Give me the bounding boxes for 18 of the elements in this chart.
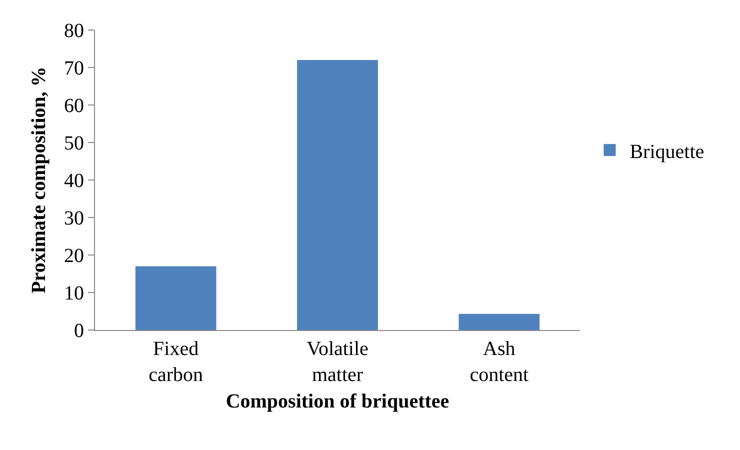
- x-tick-label: Ash content: [470, 338, 530, 386]
- y-tick-label: 70: [64, 58, 84, 80]
- y-tick-label: 0: [74, 320, 84, 342]
- y-tick-label: 30: [64, 208, 84, 230]
- y-tick-label: 80: [64, 20, 84, 42]
- y-tick-label: 60: [64, 95, 84, 117]
- y-tick-label: 50: [64, 132, 84, 154]
- y-tick-label: 20: [64, 245, 84, 267]
- x-tick-label: Fixed carbon: [148, 338, 204, 386]
- x-axis-title: Composition of briquettee: [226, 390, 450, 412]
- bar: [458, 314, 540, 330]
- y-tick-label: 10: [64, 282, 84, 304]
- y-axis-title: Proximate composition, %: [28, 66, 50, 294]
- legend-label: Briquette: [630, 140, 704, 163]
- y-tick-label: 40: [64, 170, 84, 192]
- x-tick-label: Volatile matter: [306, 338, 369, 386]
- bar: [135, 266, 216, 330]
- bar: [297, 60, 378, 330]
